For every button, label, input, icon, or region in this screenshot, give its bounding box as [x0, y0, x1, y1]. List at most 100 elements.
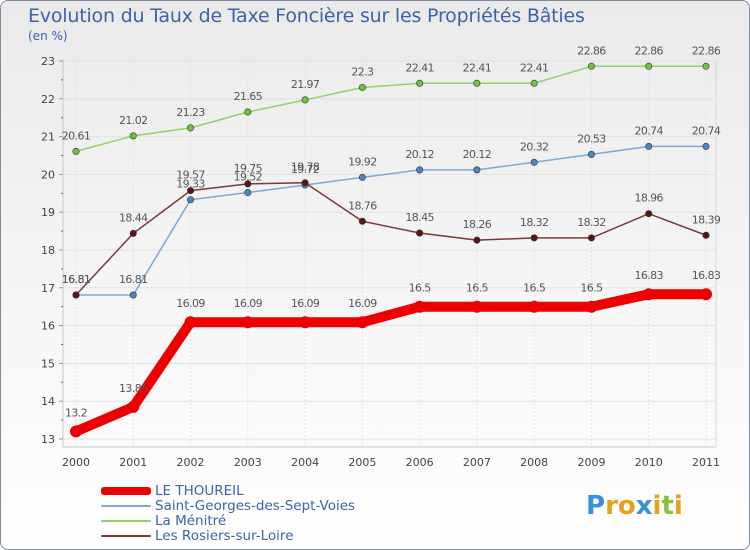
data-label: 18.96 [634, 192, 663, 205]
x-tick-label: 2002 [177, 456, 205, 469]
data-point [470, 300, 483, 313]
data-label: 21.23 [176, 106, 205, 119]
data-point [642, 288, 655, 301]
data-label: 13.85 [119, 382, 148, 395]
legend-item-la-menitre[interactable]: La Ménitré [101, 512, 355, 529]
data-point [645, 142, 653, 150]
legend-swatch [101, 486, 151, 495]
data-point [645, 210, 653, 218]
data-label: 19.33 [176, 178, 205, 191]
data-label: 22.86 [577, 44, 606, 57]
data-point [587, 62, 595, 70]
series-line-2 [75, 181, 707, 296]
data-label: 16.09 [234, 297, 263, 310]
data-point [358, 83, 366, 91]
data-point [129, 132, 137, 140]
data-point [530, 158, 538, 166]
data-label: 16.5 [466, 282, 489, 295]
x-tick-label: 2004 [291, 456, 319, 469]
data-point [244, 180, 252, 188]
data-point [72, 147, 80, 155]
data-label: 19.52 [234, 171, 263, 184]
logo-letter: P [586, 491, 606, 521]
data-point [413, 300, 426, 313]
data-point [244, 108, 252, 116]
data-label: 20.61 [62, 129, 91, 142]
y-tick-label: 18 [41, 244, 55, 257]
data-point [187, 187, 195, 195]
data-label: 20.32 [520, 140, 549, 153]
data-label: 16.5 [523, 282, 546, 295]
data-label: 22.86 [692, 44, 721, 57]
data-label: 16.09 [176, 297, 205, 310]
series-line-3 [71, 289, 711, 437]
legend-label: LE THOUREIL [155, 482, 244, 499]
legend-label: Saint-Georges-des-Sept-Voies [155, 497, 356, 514]
data-point [702, 62, 710, 70]
data-label: 21.65 [234, 90, 263, 103]
data-point [587, 150, 595, 158]
data-label: 18.32 [577, 216, 606, 229]
y-tick-label: 19 [41, 206, 55, 219]
x-tick-label: 2006 [406, 456, 434, 469]
data-label: 16.09 [348, 297, 377, 310]
data-point [585, 300, 598, 313]
x-tick-label: 2008 [520, 456, 548, 469]
data-label: 19.72 [291, 163, 320, 176]
data-label: 16.81 [62, 273, 91, 286]
data-label: 22.41 [520, 61, 549, 74]
logo-letter: i [652, 491, 662, 521]
y-tick-label: 16 [41, 320, 55, 333]
chart-legend: LE THOUREIL Saint-Georges-des-Sept-Voies… [101, 482, 356, 544]
legend-label: Les Rosiers-sur-Loire [155, 527, 294, 544]
data-label: 20.53 [577, 132, 606, 145]
data-label: 21.97 [291, 78, 320, 91]
y-tick-label: 23 [41, 55, 55, 68]
data-point [416, 79, 424, 87]
data-label: 19.78 [291, 161, 320, 174]
data-point [702, 231, 710, 239]
data-point [702, 142, 710, 150]
data-point [530, 234, 538, 242]
data-point [127, 400, 140, 413]
y-tick-label: 13 [41, 433, 55, 446]
data-point [645, 62, 653, 70]
legend-item-saint-georges[interactable]: Saint-Georges-des-Sept-Voies [101, 497, 356, 514]
data-label: 22.3 [351, 65, 374, 78]
data-point [299, 316, 312, 329]
x-tick-label: 2011 [692, 456, 720, 469]
data-label: 16.83 [692, 269, 721, 282]
data-point [129, 229, 137, 237]
data-point [72, 291, 80, 299]
data-point [356, 316, 369, 329]
data-point [528, 300, 541, 313]
data-label: 18.44 [119, 211, 148, 224]
data-label: 20.74 [634, 124, 663, 137]
x-tick-label: 2010 [635, 456, 663, 469]
data-label: 16.81 [119, 273, 148, 286]
legend-swatch [101, 534, 151, 537]
legend-swatch [101, 504, 151, 507]
x-tick-label: 2001 [119, 456, 147, 469]
data-point [700, 288, 712, 301]
y-tick-label: 15 [41, 357, 55, 370]
data-label: 18.32 [520, 216, 549, 229]
y-tick-label: 22 [41, 93, 55, 106]
data-point [187, 196, 195, 204]
data-label: 18.26 [463, 218, 492, 231]
data-point [416, 166, 424, 174]
data-point [358, 173, 366, 181]
data-label: 21.02 [119, 114, 148, 127]
legend-item-le-thoureil[interactable]: LE THOUREIL [101, 482, 355, 499]
logo-letter: t [661, 491, 674, 521]
data-label: 20.12 [405, 148, 434, 161]
x-tick-label: 2009 [577, 456, 605, 469]
data-label: 22.41 [405, 61, 434, 74]
y-tick-label: 14 [41, 395, 55, 408]
data-label: 13.2 [65, 406, 87, 419]
data-point [129, 291, 137, 299]
legend-item-les-rosiers[interactable]: Les Rosiers-sur-Loire [101, 527, 355, 544]
y-tick-label: 20 [41, 168, 55, 181]
legend-label: La Ménitré [155, 512, 227, 529]
